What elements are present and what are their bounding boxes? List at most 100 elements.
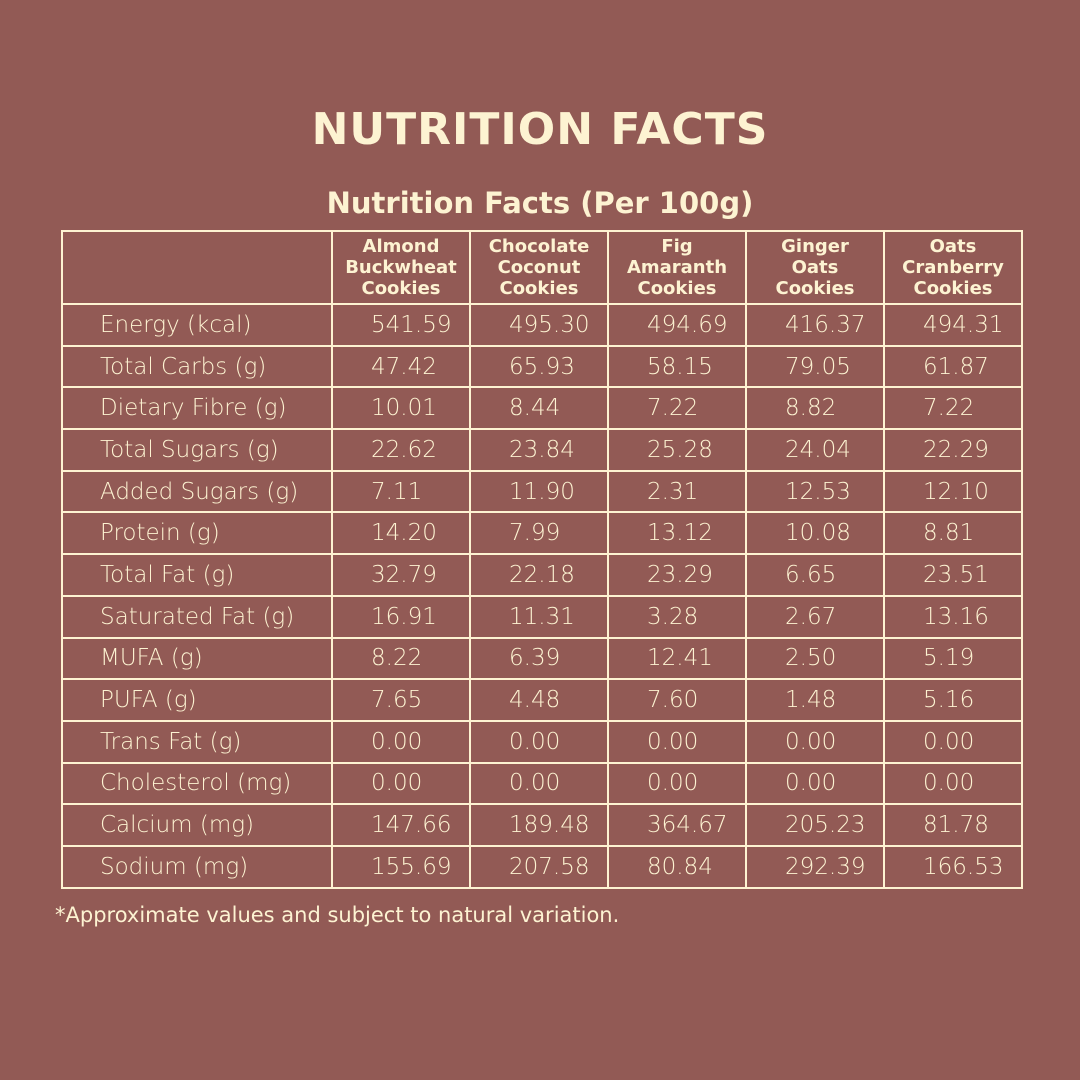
value-cell: 7.22 <box>883 386 1023 431</box>
column-header-line: Oats <box>791 257 839 278</box>
column-header: Almond Buckwheat Cookies <box>331 230 471 305</box>
value-cell: 0.00 <box>607 761 747 806</box>
column-header: Chocolate Coconut Cookies <box>469 230 609 305</box>
table-head: Almond Buckwheat Cookies Chocolate Coconut Co… <box>61 230 1023 305</box>
header-cell <box>61 230 333 305</box>
value-cell: 6.65 <box>745 553 885 597</box>
row-label: Total Fat (g) <box>61 553 333 597</box>
table-row: Sodium (mg) 155.69 207.58 80.84 292.39 166.53 <box>61 844 1023 889</box>
column-header: Oats Cranberry Cookies <box>883 230 1023 305</box>
column-header-line: Cranberry <box>902 257 1004 278</box>
value-cell: 8.44 <box>469 386 609 431</box>
value-cell: 11.31 <box>469 594 609 639</box>
table-row: Total Carbs (g) 47.42 65.93 58.15 79.05 61.87 <box>61 344 1023 389</box>
value-cell: 7.60 <box>607 678 747 722</box>
table-row: Total Sugars (g) 22.62 23.84 25.28 24.04 22.2… <box>61 428 1023 472</box>
table-row: Trans Fat (g) 0.00 0.00 0.00 0.00 0.00 <box>61 719 1023 764</box>
nutrition-table: Almond Buckwheat Cookies Chocolate Coconut Co… <box>61 230 1023 889</box>
value-cell: 292.39 <box>745 844 885 889</box>
value-cell: 6.39 <box>469 636 609 681</box>
value-cell: 32.79 <box>331 553 471 597</box>
row-label: Saturated Fat (g) <box>61 594 333 639</box>
column-header-line: Almond <box>362 236 440 257</box>
row-label: Cholesterol (mg) <box>61 761 333 806</box>
row-label: Calcium (mg) <box>61 803 333 847</box>
table-caption: Nutrition Facts (Per 100g) <box>326 186 754 220</box>
row-label: Protein (g) <box>61 511 333 556</box>
value-cell: 81.78 <box>883 803 1023 847</box>
value-cell: 23.84 <box>469 428 609 472</box>
value-cell: 205.23 <box>745 803 885 847</box>
value-cell: 2.67 <box>745 594 885 639</box>
row-label: Total Carbs (g) <box>61 344 333 389</box>
value-cell: 494.31 <box>883 303 1023 347</box>
value-cell: 13.16 <box>883 594 1023 639</box>
value-cell: 0.00 <box>883 719 1023 764</box>
row-label: Sodium (mg) <box>61 844 333 889</box>
value-cell: 155.69 <box>331 844 471 889</box>
value-cell: 47.42 <box>331 344 471 389</box>
table-row: Energy (kcal) 541.59 495.30 494.69 416.37 494… <box>61 303 1023 347</box>
table-row: PUFA (g) 7.65 4.48 7.60 1.48 5.16 <box>61 678 1023 722</box>
value-cell: 2.50 <box>745 636 885 681</box>
value-cell: 16.91 <box>331 594 471 639</box>
value-cell: 12.53 <box>745 469 885 514</box>
table-body: Energy (kcal) 541.59 495.30 494.69 416.37 494… <box>61 303 1023 889</box>
table-row: Cholesterol (mg) 0.00 0.00 0.00 0.00 0.00 <box>61 761 1023 806</box>
row-label: Added Sugars (g) <box>61 469 333 514</box>
value-cell: 14.20 <box>331 511 471 556</box>
value-cell: 23.29 <box>607 553 747 597</box>
table-row: Saturated Fat (g) 16.91 11.31 3.28 2.67 13.16 <box>61 594 1023 639</box>
value-cell: 207.58 <box>469 844 609 889</box>
value-cell: 10.08 <box>745 511 885 556</box>
value-cell: 0.00 <box>331 761 471 806</box>
value-cell: 23.51 <box>883 553 1023 597</box>
title: NUTRITION FACTS <box>311 104 769 155</box>
value-cell: 0.00 <box>745 719 885 764</box>
value-cell: 7.11 <box>331 469 471 514</box>
value-cell: 3.28 <box>607 594 747 639</box>
table-row: Dietary Fibre (g) 10.01 8.44 7.22 8.82 7.22 <box>61 386 1023 431</box>
value-cell: 2.31 <box>607 469 747 514</box>
value-cell: 22.62 <box>331 428 471 472</box>
value-cell: 8.22 <box>331 636 471 681</box>
value-cell: 0.00 <box>745 761 885 806</box>
value-cell: 166.53 <box>883 844 1023 889</box>
value-cell: 10.01 <box>331 386 471 431</box>
value-cell: 24.04 <box>745 428 885 472</box>
value-cell: 7.99 <box>469 511 609 556</box>
value-cell: 61.87 <box>883 344 1023 389</box>
row-label: Energy (kcal) <box>61 303 333 347</box>
value-cell: 416.37 <box>745 303 885 347</box>
value-cell: 5.19 <box>883 636 1023 681</box>
table-row: Added Sugars (g) 7.11 11.90 2.31 12.53 12.10 <box>61 469 1023 514</box>
row-label: PUFA (g) <box>61 678 333 722</box>
table-row: Total Fat (g) 32.79 22.18 23.29 6.65 23.51 <box>61 553 1023 597</box>
footnote: *Approximate values and subject to natur… <box>55 903 620 927</box>
value-cell: 5.16 <box>883 678 1023 722</box>
value-cell: 495.30 <box>469 303 609 347</box>
value-cell: 65.93 <box>469 344 609 389</box>
row-label: Trans Fat (g) <box>61 719 333 764</box>
value-cell: 189.48 <box>469 803 609 847</box>
column-header-line: Cookies <box>499 278 579 299</box>
header-row: Almond Buckwheat Cookies Chocolate Coconut Co… <box>61 230 1023 305</box>
column-header-line: Fig <box>661 236 693 257</box>
value-cell: 80.84 <box>607 844 747 889</box>
value-cell: 0.00 <box>883 761 1023 806</box>
value-cell: 0.00 <box>607 719 747 764</box>
value-cell: 12.41 <box>607 636 747 681</box>
value-cell: 0.00 <box>469 719 609 764</box>
value-cell: 79.05 <box>745 344 885 389</box>
value-cell: 11.90 <box>469 469 609 514</box>
column-header-line: Oats <box>929 236 977 257</box>
value-cell: 25.28 <box>607 428 747 472</box>
column-header-line: Cookies <box>361 278 441 299</box>
value-cell: 8.81 <box>883 511 1023 556</box>
value-cell: 1.48 <box>745 678 885 722</box>
value-cell: 13.12 <box>607 511 747 556</box>
row-label: MUFA (g) <box>61 636 333 681</box>
value-cell: 364.67 <box>607 803 747 847</box>
table-row: Calcium (mg) 147.66 189.48 364.67 205.23 81.7… <box>61 803 1023 847</box>
